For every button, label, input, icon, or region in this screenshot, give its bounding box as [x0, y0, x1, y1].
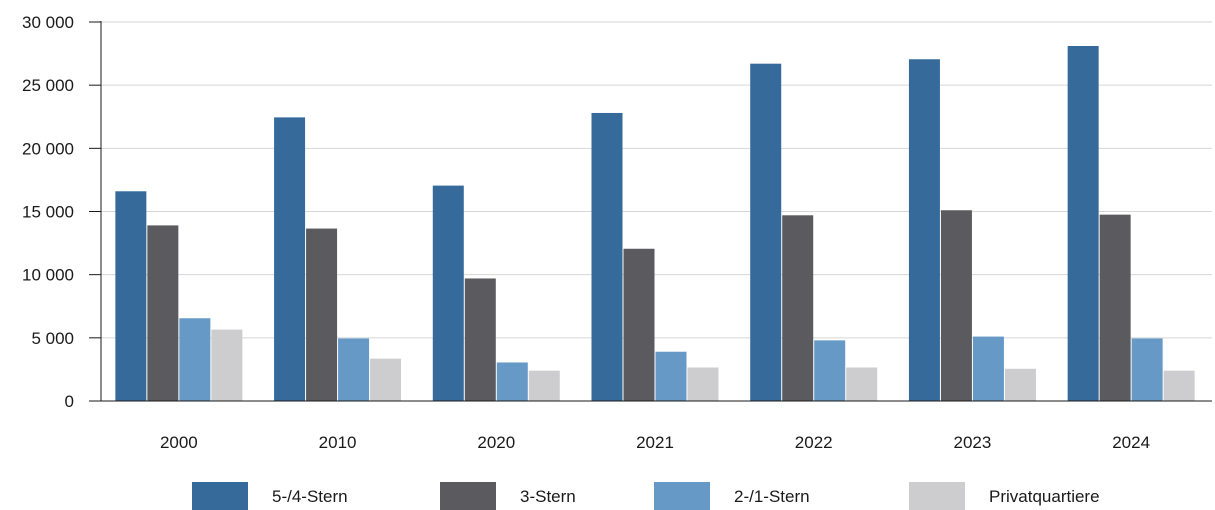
legend-swatch-2 — [654, 482, 710, 510]
legend-label-0: 5-/4-Stern — [272, 487, 348, 506]
bar-2024-0 — [1067, 46, 1099, 402]
bar-2024-1 — [1099, 214, 1131, 401]
bar-2023-1 — [940, 210, 972, 401]
bar-2021-1 — [623, 248, 655, 401]
y-tick-label: 0 — [65, 392, 74, 411]
bar-2020-1 — [464, 278, 496, 401]
bar-2000-2 — [179, 318, 211, 401]
y-tick-label: 30 000 — [22, 13, 74, 32]
x-tick-label: 2022 — [795, 433, 833, 452]
legend-label-2: 2-/1-Stern — [734, 487, 810, 506]
bar-2010-1 — [306, 228, 338, 401]
bar-2021-0 — [591, 112, 623, 402]
y-tick-label: 25 000 — [22, 76, 74, 95]
bar-2000-1 — [147, 225, 179, 401]
y-tick-label: 10 000 — [22, 266, 74, 285]
x-tick-label: 2024 — [1112, 433, 1150, 452]
bar-2021-2 — [655, 351, 687, 401]
bar-2020-2 — [496, 362, 528, 401]
bar-2010-3 — [370, 358, 402, 401]
legend-label-3: Privatquartiere — [989, 487, 1100, 506]
y-tick-label: 20 000 — [22, 139, 74, 158]
x-tick-label: 2023 — [954, 433, 992, 452]
bar-2020-3 — [528, 370, 560, 401]
bar-2000-0 — [115, 191, 147, 401]
x-tick-labels: 2000 2010 2020 2021 2022 2023 2024 — [160, 433, 1150, 452]
legend-label-1: 3-Stern — [520, 487, 576, 506]
axes — [89, 21, 1212, 402]
legend-swatch-0 — [192, 482, 248, 510]
bar-2022-3 — [846, 367, 878, 401]
bar-2021-3 — [687, 367, 719, 401]
y-tick-label: 5 000 — [31, 329, 74, 348]
legend-swatch-3 — [909, 482, 965, 510]
bar-2010-0 — [274, 117, 306, 402]
bar-2024-2 — [1131, 338, 1163, 401]
bar-2022-1 — [782, 215, 814, 401]
bar-2023-2 — [972, 336, 1004, 401]
bar-2022-0 — [750, 63, 782, 401]
bar-2020-0 — [432, 185, 464, 401]
x-tick-label: 2021 — [636, 433, 674, 452]
bar-2022-2 — [814, 340, 846, 401]
y-tick-label: 15 000 — [22, 203, 74, 222]
bar-2024-3 — [1163, 370, 1195, 401]
y-tick-labels: 0 5 000 10 000 15 000 20 000 25 000 30 000 — [22, 13, 74, 411]
x-tick-label: 2020 — [477, 433, 515, 452]
legend-swatch-1 — [440, 482, 496, 510]
bar-2023-0 — [908, 59, 940, 401]
legend: 5-/4-Stern 3-Stern 2-/1-Stern Privatquartie… — [192, 482, 1100, 510]
gridlines — [101, 21, 1212, 339]
x-tick-label: 2000 — [160, 433, 198, 452]
x-tick-label: 2010 — [319, 433, 357, 452]
bar-2023-3 — [1004, 368, 1036, 401]
bars — [115, 46, 1195, 402]
bar-2010-2 — [338, 338, 370, 401]
bar-2000-3 — [211, 329, 243, 401]
